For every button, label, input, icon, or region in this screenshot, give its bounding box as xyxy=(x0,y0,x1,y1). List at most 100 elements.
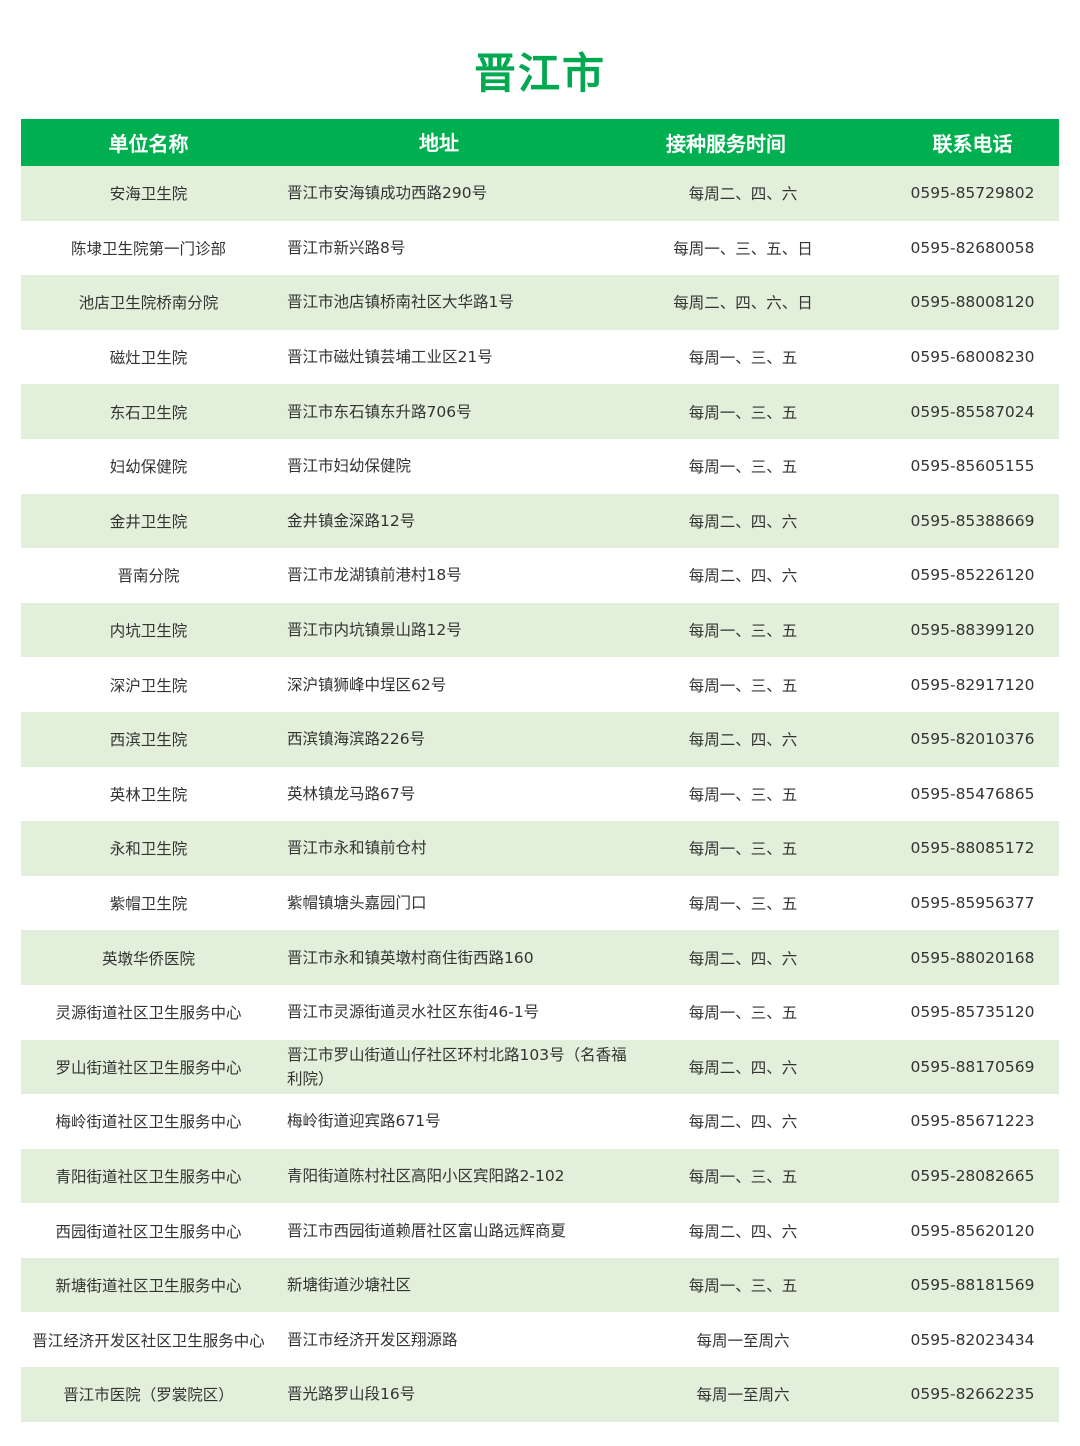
table-row: 新塘街道社区卫生服务中心 新塘街道沙塘社区 每周一、三、五 0595-88181569 xyxy=(21,1257,1059,1313)
cell-phone: 0595-88020168 xyxy=(910,948,1035,967)
cell-address: 晋江市磁灶镇芸埔工业区21号 xyxy=(287,348,493,367)
table-row: 东石卫生院 晋江市东石镇东升路706号 每周一、三、五 0595-85587024 xyxy=(21,384,1059,439)
cell-service-time: 每周一、三、五、日 xyxy=(673,239,813,258)
table-row: 西园街道社区卫生服务中心 晋江市西园街道赖厝社区富山路远辉商夏 每周二、四、六 059… xyxy=(21,1203,1059,1258)
cell-name: 安海卫生院 xyxy=(109,185,188,204)
cell-name: 内坑卫生院 xyxy=(109,622,188,641)
cell-service-time: 每周一、三、五 xyxy=(688,1277,798,1296)
cell-phone: 0595-85671223 xyxy=(910,1112,1035,1131)
header-name: 单位名称 xyxy=(108,132,189,156)
table-row: 陈埭卫生院第一门诊部 晋江市新兴路8号 每周一、三、五、日 0595-82680058 xyxy=(21,221,1059,276)
table-row: 金井卫生院 金井镇金深路12号 每周二、四、六 0595-85388669 xyxy=(21,493,1059,549)
table-row: 灵源街道社区卫生服务中心 晋江市灵源街道灵水社区东街46-1号 每周一、三、五 059… xyxy=(21,985,1059,1040)
vaccination-sites-table: 单位名称 地址 接种服务时间 联系电话 安海卫生院 晋江市安海镇成功西路290号每… xyxy=(21,119,1059,1422)
cell-address: 晋江市龙湖镇前港村18号 xyxy=(287,566,462,585)
table-row: 深沪卫生院 深沪镇狮峰中埕区62号 每周一、三、五 0595-82917120 xyxy=(21,657,1059,712)
cell-name: 妇幼保健院 xyxy=(109,458,188,477)
cell-name: 紫帽卫生院 xyxy=(109,895,188,914)
header-service-time: 接种服务时间 xyxy=(666,132,786,156)
cell-service-time: 每周一、三、五 xyxy=(688,1167,798,1186)
cell-phone: 0595-88181569 xyxy=(910,1276,1035,1295)
cell-service-time: 每周一至周六 xyxy=(696,1331,790,1350)
cell-address: 西滨镇海滨路226号 xyxy=(287,730,426,749)
cell-address: 晋江市灵源街道灵水社区东街46-1号 xyxy=(287,1003,540,1022)
cell-address: 晋江市罗山街道山仔社区环村北路103号（名香福利院） xyxy=(287,1045,627,1088)
cell-address: 晋江市西园街道赖厝社区富山路远辉商夏 xyxy=(287,1221,567,1240)
cell-service-time: 每周二、四、六 xyxy=(688,567,798,586)
header-address: 地址 xyxy=(419,130,459,155)
table-row: 晋江市医院（罗裳院区） 晋光路罗山段16号 每周一至周六 0595-82662235 xyxy=(21,1367,1059,1422)
cell-address: 深沪镇狮峰中埕区62号 xyxy=(287,675,447,694)
cell-name: 晋南分院 xyxy=(117,567,180,586)
cell-service-time: 每周一、三、五 xyxy=(688,458,798,477)
cell-phone: 0595-85735120 xyxy=(910,1003,1035,1022)
table-row: 英墩华侨医院 晋江市永和镇英墩村商住街西路160 每周二、四、六 0595-88020… xyxy=(21,930,1059,985)
table-row: 妇幼保健院 晋江市妇幼保健院 每周一、三、五 0595-85605155 xyxy=(21,439,1059,494)
cell-address: 金井镇金深路12号 xyxy=(287,511,416,530)
cell-name: 罗山街道社区卫生服务中心 xyxy=(55,1058,242,1077)
cell-address: 晋江市池店镇桥南社区大华路1号 xyxy=(287,293,514,312)
table-row: 晋南分院 晋江市龙湖镇前港村18号 每周二、四、六 0595-85226120 xyxy=(21,548,1059,603)
cell-service-time: 每周一、三、五 xyxy=(688,785,798,804)
cell-phone: 0595-88399120 xyxy=(910,621,1035,640)
cell-address: 晋江市永和镇前仓村 xyxy=(287,839,427,858)
cell-name: 深沪卫生院 xyxy=(109,676,188,695)
cell-service-time: 每周一至周六 xyxy=(696,1386,790,1405)
cell-address: 紫帽镇塘头嘉园门口 xyxy=(287,894,427,913)
cell-service-time: 每周二、四、六 xyxy=(688,1058,798,1077)
cell-phone: 0595-82917120 xyxy=(910,675,1035,694)
cell-name: 青阳街道社区卫生服务中心 xyxy=(55,1167,242,1186)
cell-service-time: 每周一、三、五 xyxy=(688,403,798,422)
cell-phone: 0595-82662235 xyxy=(910,1385,1035,1404)
cell-service-time: 每周一、三、五 xyxy=(688,895,798,914)
cell-name: 梅岭街道社区卫生服务中心 xyxy=(55,1113,242,1132)
cell-name: 晋江市医院（罗裳院区） xyxy=(63,1386,234,1405)
cell-phone: 0595-82010376 xyxy=(910,730,1035,749)
cell-phone: 0595-85388669 xyxy=(910,511,1035,530)
table-row: 青阳街道社区卫生服务中心 青阳街道陈村社区高阳小区宾阳路2-102 每周一、三、五 0… xyxy=(21,1148,1059,1204)
table-row: 英林卫生院 英林镇龙马路67号 每周一、三、五 0595-85476865 xyxy=(21,767,1059,822)
cell-address: 晋江市永和镇英墩村商住街西路160 xyxy=(287,948,534,967)
table-row: 晋江经济开发区社区卫生服务中心 晋江市经济开发区翔源路 每周一至周六 0595-820… xyxy=(21,1312,1059,1367)
table-body: 安海卫生院 晋江市安海镇成功西路290号 每周二、四、六 0595-85729802 陈… xyxy=(21,166,1059,1422)
cell-name: 西园街道社区卫生服务中心 xyxy=(55,1222,242,1241)
cell-address: 晋江市经济开发区翔源路 xyxy=(287,1330,458,1349)
cell-phone: 0595-88170569 xyxy=(910,1057,1035,1076)
cell-name: 新塘街道社区卫生服务中心 xyxy=(55,1277,242,1296)
cell-address: 晋江市新兴路8号 xyxy=(287,238,406,257)
cell-address: 晋江市安海镇成功西路290号 xyxy=(287,184,488,203)
cell-name: 英墩华侨医院 xyxy=(101,949,195,968)
cell-address: 青阳街道陈村社区高阳小区宾阳路2-102 xyxy=(287,1166,565,1185)
cell-service-time: 每周二、四、六 xyxy=(688,1222,798,1241)
cell-name: 永和卫生院 xyxy=(109,840,188,859)
cell-service-time: 每周一、三、五 xyxy=(688,1004,798,1023)
header-phone: 联系电话 xyxy=(932,132,1013,156)
cell-phone: 0595-68008230 xyxy=(910,348,1035,367)
cell-phone: 0595-85476865 xyxy=(910,784,1035,803)
cell-phone: 0595-85605155 xyxy=(910,457,1035,476)
cell-name: 磁灶卫生院 xyxy=(109,349,188,368)
cell-phone: 0595-82680058 xyxy=(910,238,1035,257)
cell-name: 金井卫生院 xyxy=(109,512,188,531)
table-row: 磁灶卫生院 晋江市磁灶镇芸埔工业区21号 每周一、三、五 0595-68008230 xyxy=(21,330,1059,385)
cell-phone: 0595-82023434 xyxy=(910,1330,1035,1349)
table-row: 梅岭街道社区卫生服务中心 梅岭街道迎宾路671号 每周二、四、六 0595-85671… xyxy=(21,1094,1059,1149)
table-row: 池店卫生院桥南分院 晋江市池店镇桥南社区大华路1号 每周二、四、六、日 0595-88… xyxy=(21,275,1059,330)
cell-address: 新塘街道沙塘社区 xyxy=(287,1276,412,1295)
cell-name: 东石卫生院 xyxy=(109,403,188,422)
cell-phone: 0595-85620120 xyxy=(910,1221,1035,1240)
cell-service-time: 每周二、四、六 xyxy=(688,1113,798,1132)
cell-address: 英林镇龙马路67号 xyxy=(287,784,416,803)
cell-name: 晋江经济开发区社区卫生服务中心 xyxy=(32,1331,265,1350)
table-header: 单位名称 地址 接种服务时间 联系电话 xyxy=(21,119,1059,166)
cell-address: 梅岭街道迎宾路671号 xyxy=(287,1112,441,1131)
table-row: 永和卫生院 晋江市永和镇前仓村 每周一、三、五 0595-88085172 xyxy=(21,821,1059,876)
cell-service-time: 每周一、三、五 xyxy=(688,349,798,368)
cell-address: 晋江市东石镇东升路706号 xyxy=(287,402,472,421)
table-row: 罗山街道社区卫生服务中心 晋江市罗山街道山仔社区环村北路103号（名香福利院） 每周… xyxy=(21,1039,1059,1095)
cell-service-time: 每周二、四、六 xyxy=(688,185,798,204)
cell-service-time: 每周一、三、五 xyxy=(688,622,798,641)
cell-name: 灵源街道社区卫生服务中心 xyxy=(55,1004,242,1023)
cell-phone: 0595-85729802 xyxy=(910,184,1035,203)
